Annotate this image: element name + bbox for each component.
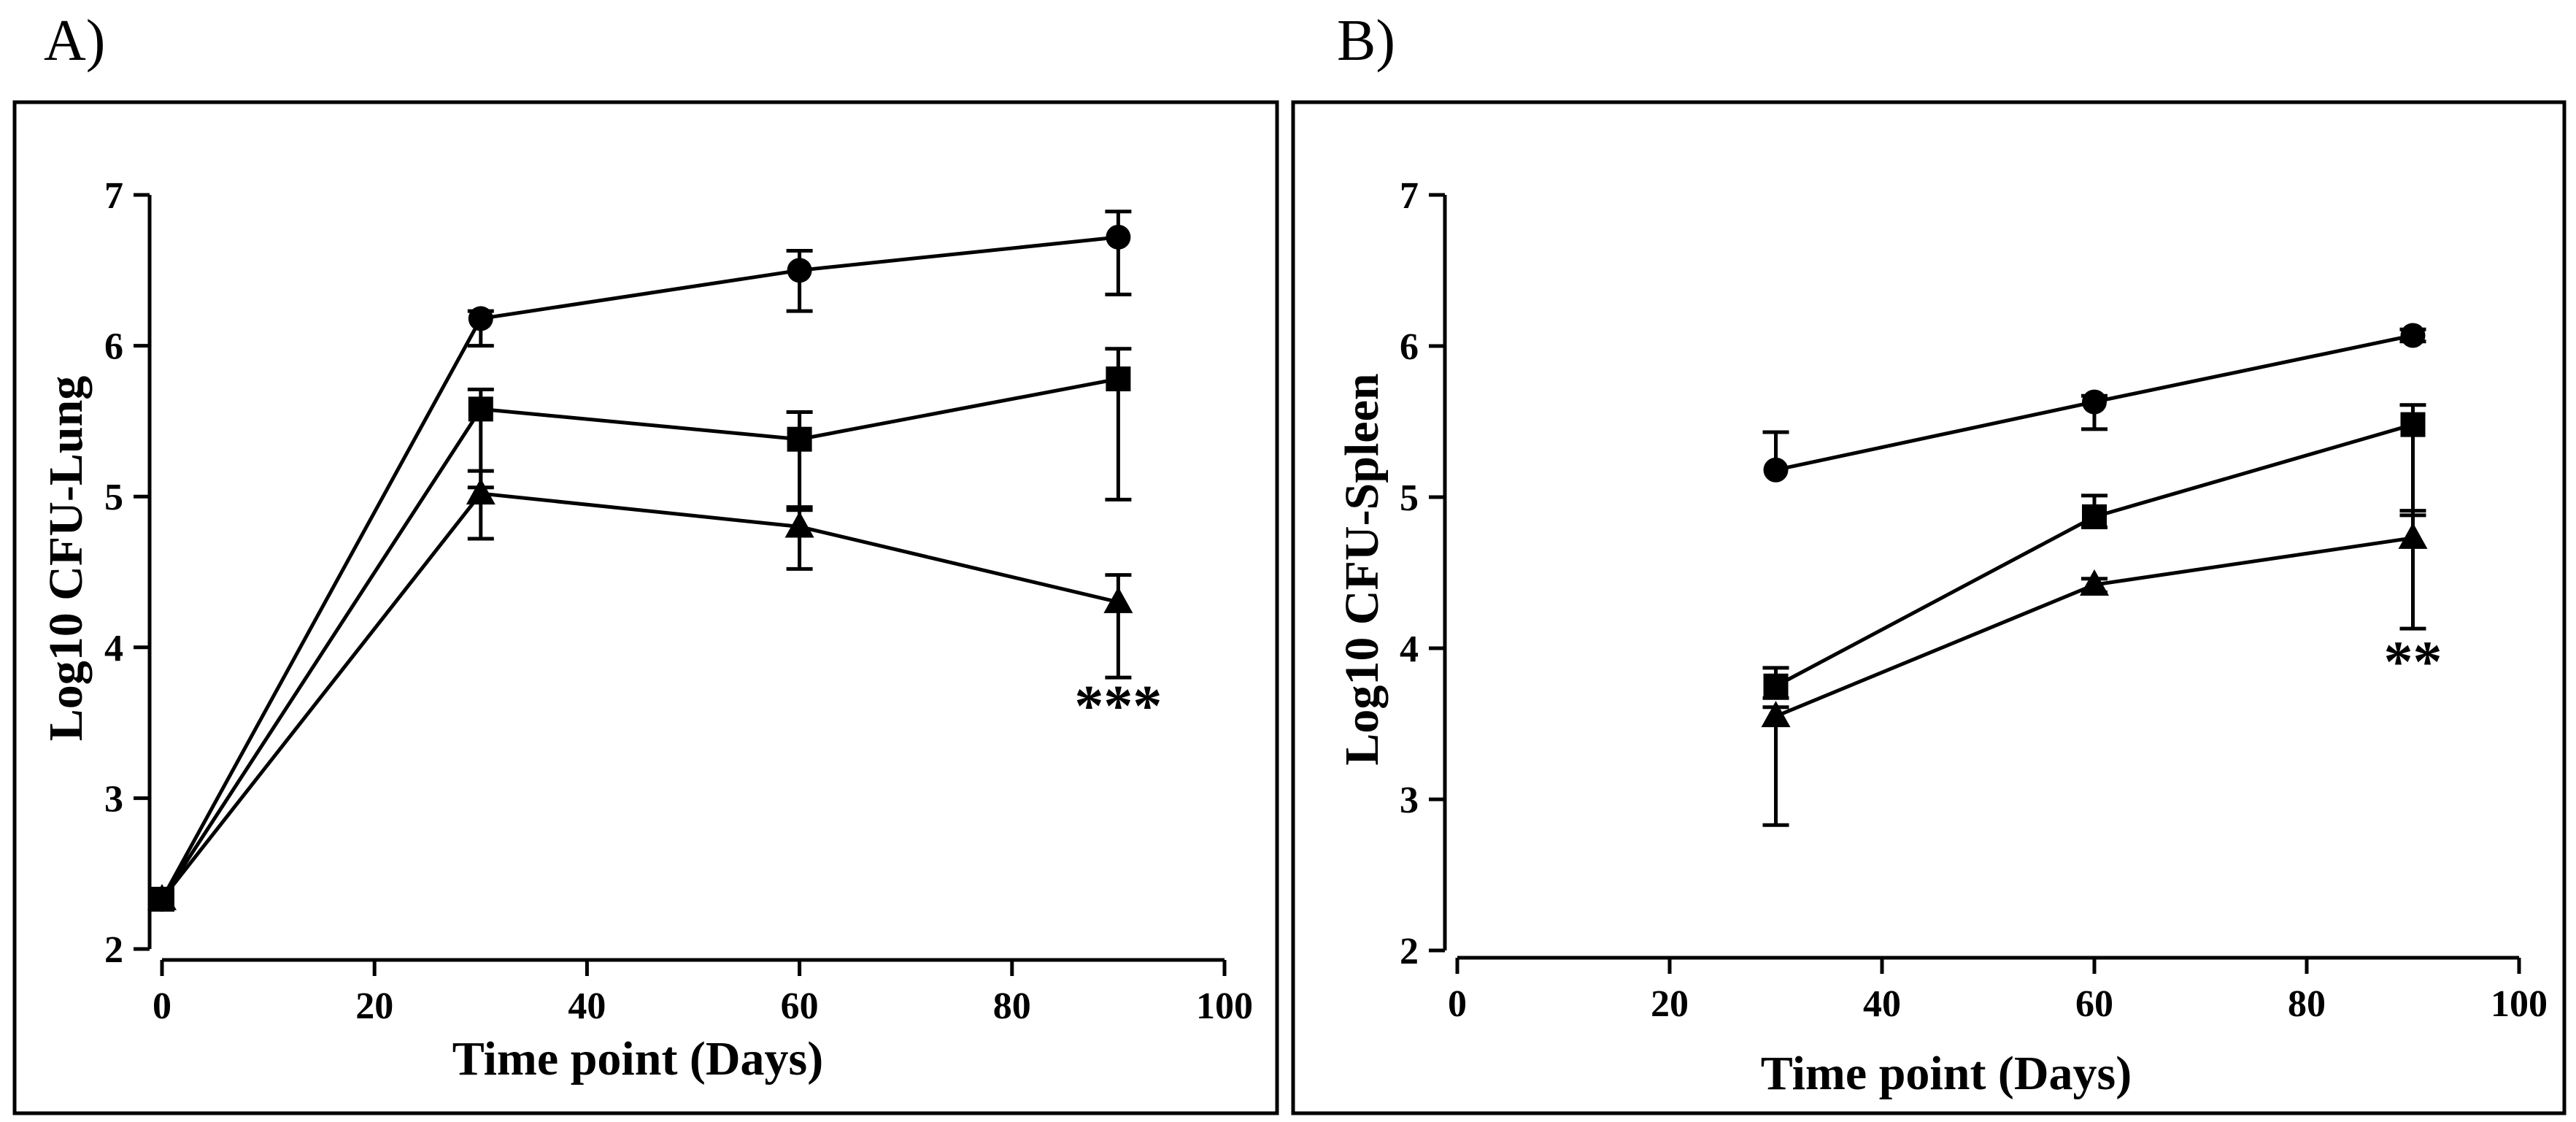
x-tick-label: 100 [2491, 983, 2548, 1025]
x-tick-label: 0 [1448, 983, 1467, 1025]
y-tick-label: 7 [1400, 175, 1419, 217]
x-tick-label: 80 [993, 985, 1031, 1027]
point-circle [468, 306, 493, 331]
y-tick-label: 2 [1400, 931, 1419, 972]
panel-b-frame [1291, 100, 2567, 1115]
point-square [468, 396, 493, 422]
panel-b-plot: 2 3 4 5 6 7 0 20 40 60 80 100 ** [1400, 175, 2548, 1025]
y-tick-label: 2 [104, 929, 123, 971]
point-square [1106, 366, 1131, 392]
point-triangle [784, 511, 814, 538]
point-triangle [147, 883, 177, 910]
x-tick-label: 80 [2288, 983, 2326, 1025]
panel-b-label: B) [1337, 9, 1395, 73]
significance-annotation: ** [2384, 631, 2442, 695]
panel-a-plot: 2 3 4 5 6 7 0 20 40 60 80 100 *** [104, 175, 1253, 1027]
point-circle [787, 258, 812, 283]
series-line-triangle [161, 491, 1119, 901]
point-triangle [466, 478, 495, 505]
y-tick-label: 5 [104, 477, 123, 518]
point-square [787, 426, 812, 452]
panel-b-y-axis-title: Log10 CFU-Spleen [1335, 373, 1389, 765]
panel-a-frame [12, 100, 1279, 1115]
panel-b-x-axis-title: Time point (Days) [1761, 1047, 2132, 1100]
x-tick-label: 40 [568, 985, 606, 1027]
y-tick-label: 6 [104, 326, 123, 368]
point-triangle [2398, 522, 2428, 549]
series-line-circle [160, 235, 1119, 901]
point-triangle [1103, 586, 1133, 613]
point-circle [1106, 224, 1131, 250]
panel-a-y-axis-title: Log10 CFU-Lung [39, 376, 93, 742]
x-tick-label: 60 [781, 985, 819, 1027]
y-tick-label: 3 [104, 778, 123, 820]
point-circle [2400, 323, 2426, 348]
x-tick-label: 0 [153, 985, 171, 1027]
series-line-square [160, 377, 1119, 901]
x-tick-label: 100 [1196, 985, 1253, 1027]
point-square [2082, 504, 2107, 529]
point-square [1763, 673, 1789, 699]
point-triangle [1761, 701, 1791, 728]
y-tick-label: 7 [104, 175, 123, 217]
y-tick-label: 6 [1400, 326, 1419, 368]
x-tick-label: 60 [2075, 983, 2113, 1025]
significance-annotation: *** [1074, 675, 1162, 739]
x-tick-label: 20 [1651, 983, 1689, 1025]
point-square [2400, 412, 2426, 437]
y-tick-label: 3 [1400, 780, 1419, 821]
series-line-square [1775, 423, 2414, 688]
panel-a-label: A) [44, 9, 105, 73]
point-triangle [2080, 569, 2109, 596]
y-tick-label: 4 [104, 628, 123, 669]
point-circle [1763, 457, 1789, 483]
series-line-triangle [1775, 536, 2413, 718]
panel-a-x-axis-title: Time point (Days) [452, 1032, 823, 1086]
y-tick-label: 4 [1400, 629, 1419, 670]
point-circle [2082, 389, 2107, 415]
y-tick-label: 5 [1400, 477, 1419, 519]
x-tick-label: 40 [1863, 983, 1901, 1025]
x-tick-label: 20 [355, 985, 393, 1027]
